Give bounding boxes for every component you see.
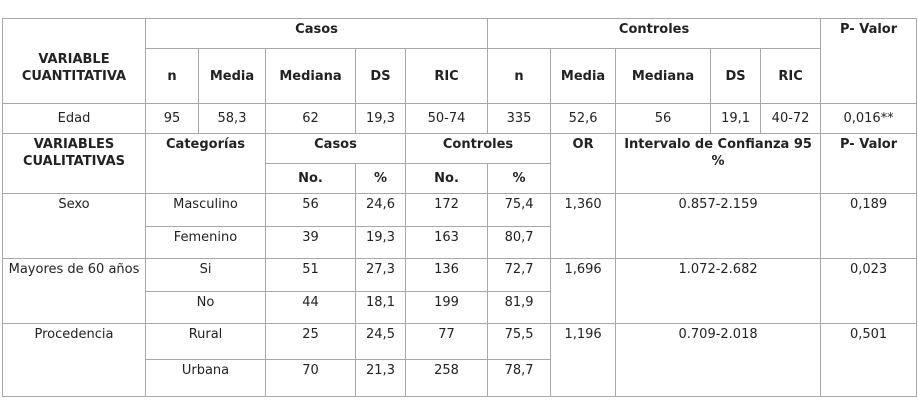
table-cell: 56 — [265, 193, 356, 227]
ci-cell: 0.857-2.159 — [615, 193, 822, 259]
category-cell: Masculino — [145, 193, 266, 227]
or-cell: 1,696 — [550, 258, 617, 324]
table-cell: 58,3 — [198, 103, 266, 134]
variable-cell: Mayores de 60 años — [2, 258, 146, 324]
ci-cell: 0.709-2.018 — [615, 323, 822, 397]
table-cell: 50-74 — [404, 103, 489, 134]
table-cell: 51 — [265, 258, 356, 292]
table-cell: 21,3 — [355, 359, 406, 397]
category-cell: Urbana — [145, 359, 266, 397]
header-cell: Categorías — [145, 133, 266, 194]
table-row: Mayores de 60 años Si 51 27,3 136 72,7 1,696 1.… — [2, 258, 918, 324]
column-header: RIC — [404, 48, 489, 104]
column-header: No. — [265, 163, 356, 194]
column-header: Media — [550, 48, 617, 104]
table-cell: 56 — [615, 103, 712, 134]
group-header: Casos — [265, 133, 406, 164]
table-cell: 172 — [404, 193, 489, 227]
table-cell: 199 — [404, 291, 489, 324]
column-header: Mediana — [265, 48, 356, 104]
variable-cell: Procedencia — [2, 323, 146, 397]
or-cell: 1,196 — [550, 323, 617, 397]
table-cell: 136 — [404, 258, 489, 292]
header-cell: Intervalo de Confianza 95 % — [615, 133, 822, 194]
table-cell: 62 — [265, 103, 356, 134]
table-cell: 19,1 — [710, 103, 762, 134]
header-cell: VARIABLES CUALITATIVAS — [2, 133, 146, 194]
table-cell: 258 — [404, 359, 489, 397]
table-row: n Media Mediana DS RIC n Media Mediana DS RIC — [3, 48, 917, 104]
table-cell: 18,1 — [355, 291, 406, 324]
group-header: Casos — [144, 18, 489, 49]
column-header: Media — [198, 48, 266, 104]
table-row: No 44 18,1 199 81,9 — [3, 291, 917, 324]
p-value-cell: 0,501 — [820, 323, 918, 397]
p-value-cell: 0,023 — [820, 258, 918, 324]
table-cell: 80,7 — [487, 226, 552, 259]
table-cell: Edad — [2, 103, 146, 134]
category-cell: Femenino — [145, 226, 266, 259]
table-cell: 72,7 — [487, 258, 552, 292]
group-header: Controles — [404, 133, 552, 164]
header-cell: VARIABLE CUANTITATIVA — [2, 18, 146, 104]
results-table: VARIABLE CUANTITATIVA Casos Controles P- Va… — [2, 18, 918, 397]
category-cell: No — [145, 291, 266, 324]
table-row: Femenino 39 19,3 163 80,7 — [3, 226, 917, 259]
table-cell: 70 — [265, 359, 356, 397]
header-cell: P- Valor — [820, 18, 918, 104]
table-cell: 24,5 — [355, 323, 406, 360]
column-header: Mediana — [615, 48, 712, 104]
table-cell: 77 — [404, 323, 489, 360]
header-cell: P- Valor — [820, 133, 918, 194]
table-cell: 40-72 — [760, 103, 822, 134]
table-cell: 44 — [265, 291, 356, 324]
table-cell: 19,3 — [355, 103, 406, 134]
column-header: % — [355, 163, 406, 194]
or-cell: 1,360 — [550, 193, 617, 259]
table-cell: 25 — [265, 323, 356, 360]
table-row: VARIABLE CUANTITATIVA Casos Controles P- Va… — [2, 18, 918, 104]
column-header: DS — [710, 48, 762, 104]
table-cell: 52,6 — [550, 103, 617, 134]
table-cell: 95 — [145, 103, 199, 134]
table-row: Urbana 70 21,3 258 78,7 — [3, 359, 917, 397]
table-cell: 24,6 — [355, 193, 406, 227]
table-cell: 335 — [487, 103, 552, 134]
category-cell: Si — [145, 258, 266, 292]
variable-cell: Sexo — [2, 193, 146, 259]
table-cell: 39 — [265, 226, 356, 259]
table-row: Edad 95 58,3 62 19,3 50-74 335 52,6 56 19,1 40-72 0… — [2, 103, 918, 134]
group-header: Controles — [487, 18, 822, 49]
table-row: Sexo Masculino 56 24,6 172 75,4 1,360 0.857-2.1… — [2, 193, 918, 259]
column-header: DS — [355, 48, 406, 104]
column-header: No. — [404, 163, 489, 194]
table-cell: 19,3 — [355, 226, 406, 259]
table-cell: 75,4 — [487, 193, 552, 227]
ci-cell: 1.072-2.682 — [615, 258, 822, 324]
table-cell: 163 — [404, 226, 489, 259]
column-header: n — [487, 48, 552, 104]
category-cell: Rural — [145, 323, 266, 360]
table-cell: 27,3 — [355, 258, 406, 292]
table-cell: 81,9 — [487, 291, 552, 324]
column-header: % — [487, 163, 552, 194]
header-cell: OR — [550, 133, 617, 194]
table-cell: 75,5 — [487, 323, 552, 360]
column-header: RIC — [760, 48, 822, 104]
column-header: n — [145, 48, 199, 104]
table-row: Procedencia Rural 25 24,5 77 75,5 1,196 0.709-2… — [2, 323, 918, 397]
table-row: VARIABLES CUALITATIVAS Categorías Casos Con… — [2, 133, 918, 194]
table-cell: 78,7 — [487, 359, 552, 397]
table-cell: 0,016** — [820, 103, 918, 134]
p-value-cell: 0,189 — [820, 193, 918, 259]
